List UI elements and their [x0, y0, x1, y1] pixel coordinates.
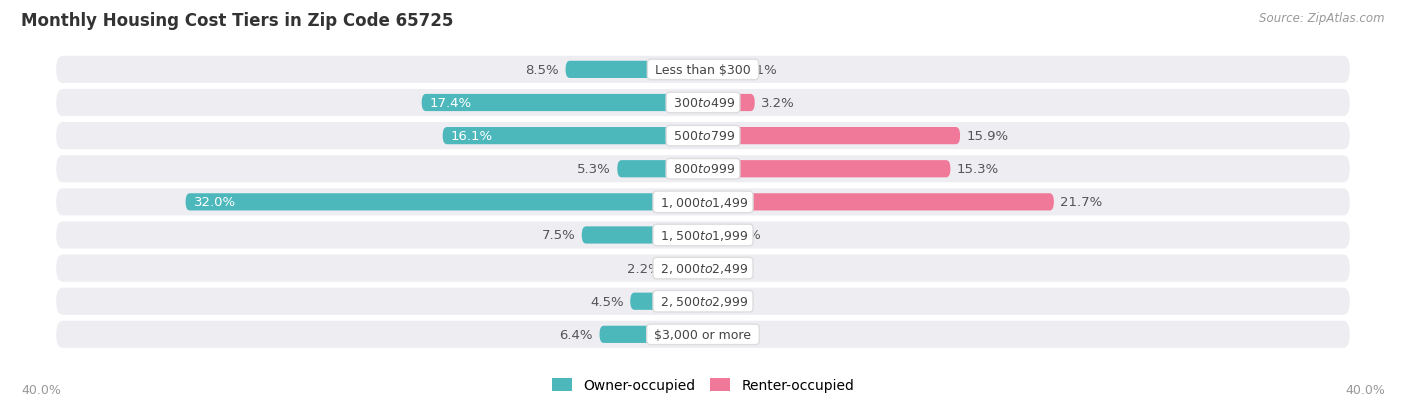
FancyBboxPatch shape	[703, 194, 1054, 211]
FancyBboxPatch shape	[56, 255, 1350, 282]
Text: 8.5%: 8.5%	[526, 64, 560, 77]
Text: $500 to $799: $500 to $799	[669, 130, 737, 143]
Text: 40.0%: 40.0%	[21, 384, 60, 396]
Text: $1,000 to $1,499: $1,000 to $1,499	[657, 195, 749, 209]
FancyBboxPatch shape	[599, 326, 703, 343]
FancyBboxPatch shape	[703, 227, 721, 244]
Text: 6.4%: 6.4%	[560, 328, 593, 341]
Text: $300 to $499: $300 to $499	[669, 97, 737, 110]
Text: 15.3%: 15.3%	[957, 163, 1000, 176]
FancyBboxPatch shape	[56, 288, 1350, 315]
Legend: Owner-occupied, Renter-occupied: Owner-occupied, Renter-occupied	[546, 373, 860, 398]
Text: $2,000 to $2,499: $2,000 to $2,499	[657, 261, 749, 275]
Text: 1.1%: 1.1%	[727, 229, 761, 242]
Text: 17.4%: 17.4%	[430, 97, 472, 110]
FancyBboxPatch shape	[443, 128, 703, 145]
FancyBboxPatch shape	[56, 123, 1350, 150]
FancyBboxPatch shape	[617, 161, 703, 178]
FancyBboxPatch shape	[422, 95, 703, 112]
Text: 15.9%: 15.9%	[966, 130, 1008, 143]
FancyBboxPatch shape	[703, 95, 755, 112]
FancyBboxPatch shape	[56, 222, 1350, 249]
FancyBboxPatch shape	[668, 260, 703, 277]
Text: $1,500 to $1,999: $1,500 to $1,999	[657, 228, 749, 242]
Text: $800 to $999: $800 to $999	[669, 163, 737, 176]
Text: $2,500 to $2,999: $2,500 to $2,999	[657, 294, 749, 309]
Text: Less than $300: Less than $300	[651, 64, 755, 77]
Text: 40.0%: 40.0%	[1346, 384, 1385, 396]
FancyBboxPatch shape	[703, 62, 737, 79]
FancyBboxPatch shape	[703, 161, 950, 178]
Text: Monthly Housing Cost Tiers in Zip Code 65725: Monthly Housing Cost Tiers in Zip Code 6…	[21, 12, 454, 30]
FancyBboxPatch shape	[56, 90, 1350, 117]
FancyBboxPatch shape	[630, 293, 703, 310]
FancyBboxPatch shape	[565, 62, 703, 79]
Text: 16.1%: 16.1%	[451, 130, 494, 143]
FancyBboxPatch shape	[703, 128, 960, 145]
FancyBboxPatch shape	[56, 57, 1350, 84]
Text: 3.2%: 3.2%	[761, 97, 794, 110]
Text: 7.5%: 7.5%	[541, 229, 575, 242]
Text: 5.3%: 5.3%	[576, 163, 610, 176]
Text: 2.2%: 2.2%	[627, 262, 661, 275]
FancyBboxPatch shape	[56, 189, 1350, 216]
Text: 0.0%: 0.0%	[710, 262, 742, 275]
Text: 21.7%: 21.7%	[1060, 196, 1102, 209]
FancyBboxPatch shape	[582, 227, 703, 244]
Text: 32.0%: 32.0%	[194, 196, 236, 209]
Text: 0.0%: 0.0%	[710, 295, 742, 308]
Text: $3,000 or more: $3,000 or more	[651, 328, 755, 341]
FancyBboxPatch shape	[56, 321, 1350, 348]
FancyBboxPatch shape	[186, 194, 703, 211]
FancyBboxPatch shape	[56, 156, 1350, 183]
Text: 4.5%: 4.5%	[591, 295, 624, 308]
Text: 2.1%: 2.1%	[744, 64, 778, 77]
Text: 0.0%: 0.0%	[710, 328, 742, 341]
Text: Source: ZipAtlas.com: Source: ZipAtlas.com	[1260, 12, 1385, 25]
